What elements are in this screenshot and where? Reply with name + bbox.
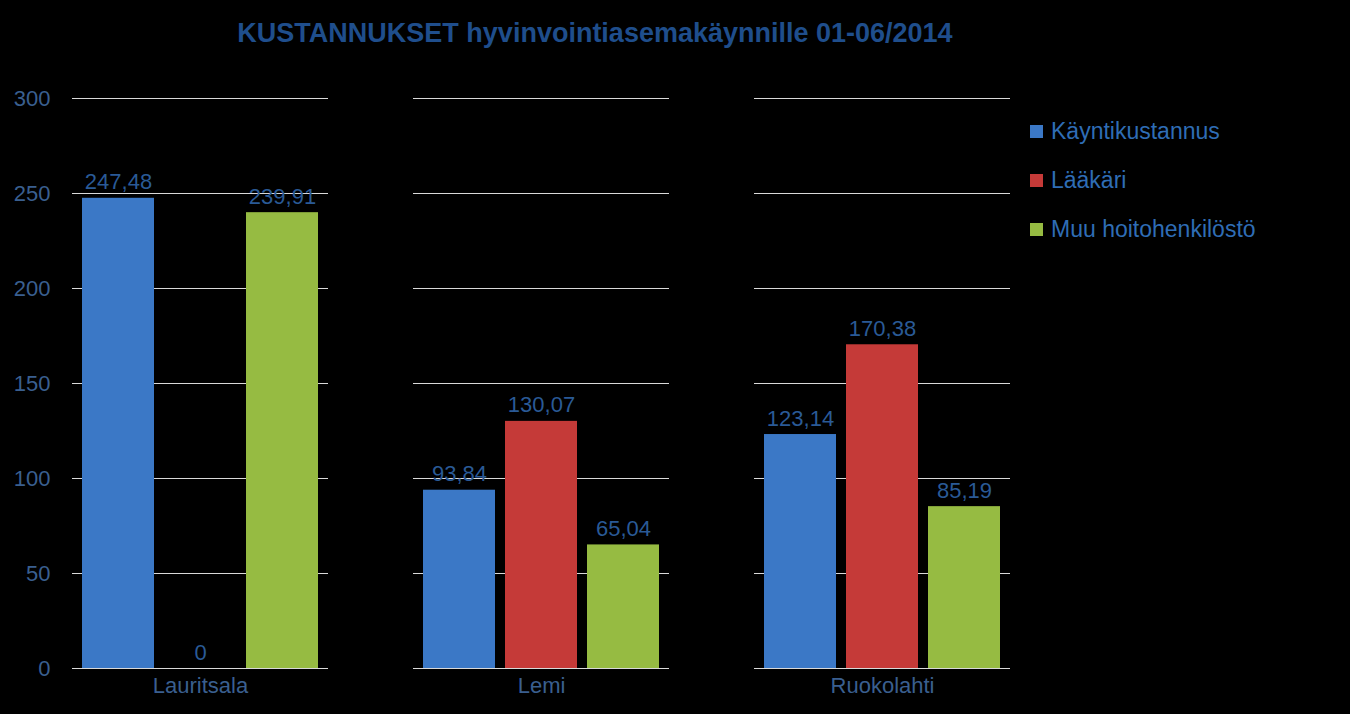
- svg-text:Lemi: Lemi: [518, 673, 566, 698]
- svg-text:123,14: 123,14: [767, 406, 834, 431]
- svg-text:247,48: 247,48: [85, 169, 152, 194]
- svg-text:Lauritsala: Lauritsala: [153, 673, 249, 698]
- svg-text:100: 100: [14, 466, 51, 491]
- svg-text:130,07: 130,07: [508, 392, 575, 417]
- svg-text:250: 250: [14, 181, 51, 206]
- html-text:Muu hoitohenkilöstö: Muu hoitohenkilöstö: [1051, 216, 1256, 242]
- svg-text:200: 200: [14, 276, 51, 301]
- svg-text:150: 150: [14, 371, 51, 396]
- svg-text:0: 0: [194, 640, 206, 665]
- svg-text:93,84: 93,84: [432, 461, 487, 486]
- svg-text:Ruokolahti: Ruokolahti: [831, 673, 935, 698]
- html-text:Lääkäri: Lääkäri: [1051, 167, 1127, 193]
- svg-text:300: 300: [14, 86, 51, 111]
- html-text:KUSTANNUKSET hyvinvointiasemak: KUSTANNUKSET hyvinvointiasemakäynnille 0…: [237, 18, 953, 48]
- html-text:Käyntikustannus: Käyntikustannus: [1051, 118, 1220, 144]
- svg-text:0: 0: [38, 656, 50, 681]
- svg-text:170,38: 170,38: [849, 316, 916, 341]
- svg-text:239,91: 239,91: [249, 184, 316, 209]
- svg-text:85,19: 85,19: [937, 478, 992, 503]
- svg-text:50: 50: [26, 561, 50, 586]
- svg-text:65,04: 65,04: [596, 516, 651, 541]
